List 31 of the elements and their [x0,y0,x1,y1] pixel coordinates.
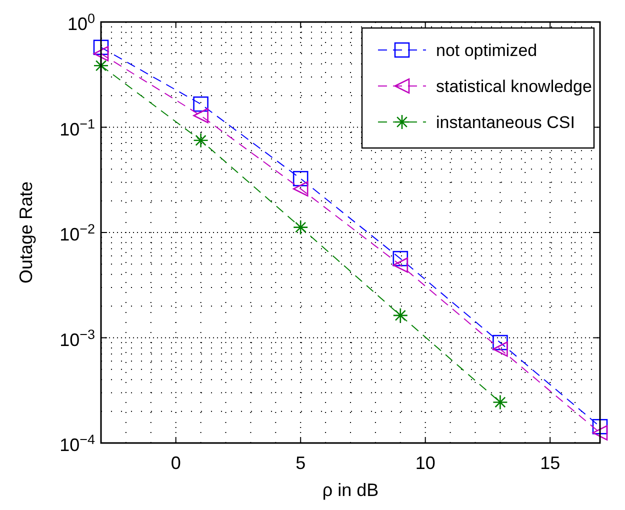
point [93,46,109,62]
x-tick-label: 10 [415,453,436,473]
point [392,250,408,266]
point [292,220,308,235]
x-tick-label: 5 [296,453,306,473]
legend-label: not optimized [436,41,538,60]
point [492,334,508,350]
y-tick-label: 10$^{−1}$ [60,116,95,140]
legend-label: statistical knowledge [436,77,592,96]
point [93,40,109,56]
point [93,58,109,74]
point [492,394,508,410]
y-tick-label: 10$^{−3}$ [60,326,95,350]
point [193,132,208,148]
legend-label: instantaneous CSI [436,113,575,132]
y-tick-label: 10$^{0}$ [67,10,95,34]
point [392,308,408,324]
x-tick-label: 15 [540,453,560,473]
point [292,170,308,186]
point [193,108,208,124]
point [193,96,208,112]
point [392,257,408,273]
y-tick-label: 10$^{−4}$ [60,432,96,455]
point [592,419,608,434]
point [292,181,308,196]
x-axis-title: ρ in dB [322,480,379,500]
y-tick-label: 10$^{−2}$ [60,221,95,244]
point [492,341,508,357]
y-axis-title: Outage Rate [16,181,36,284]
x-tick-label: 0 [170,453,181,473]
point [592,425,608,440]
